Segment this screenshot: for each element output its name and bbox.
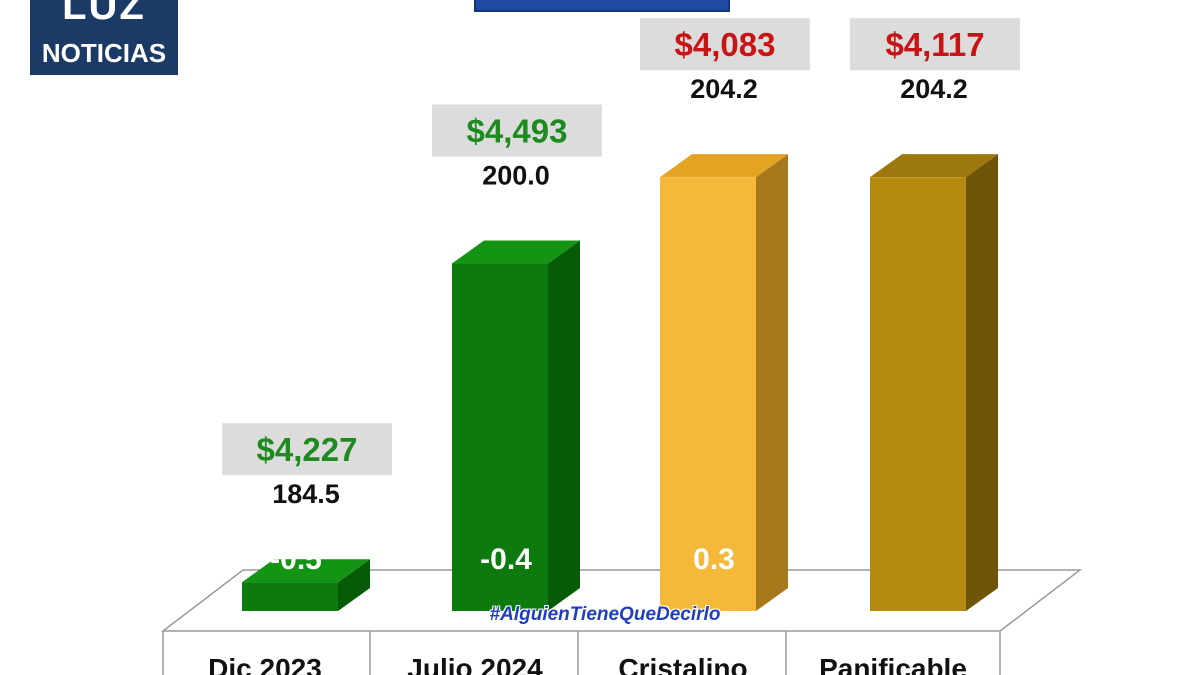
bar-side <box>966 154 998 611</box>
hashtag-watermark: #AlguienTieneQueDecirlo <box>489 604 721 625</box>
bar-side <box>338 559 370 611</box>
value-label: 204.2 <box>900 74 968 104</box>
value-label: 184.5 <box>272 479 340 509</box>
bar-side <box>756 154 788 611</box>
bar-top <box>242 559 370 583</box>
change-label: 0.3 <box>693 543 735 576</box>
price-box <box>432 104 602 157</box>
category-label: Cristalino <box>618 653 747 675</box>
bar <box>452 263 548 611</box>
price-box <box>222 423 392 476</box>
bar <box>870 177 966 611</box>
value-label: 204.2 <box>690 74 758 104</box>
bar-top <box>452 240 580 264</box>
brand-logo <box>30 0 178 75</box>
value-label: 200.0 <box>482 161 550 191</box>
category-label: Julio 2024 <box>407 653 543 675</box>
bar-top <box>660 154 788 178</box>
title-banner <box>474 0 730 12</box>
price-label: $4,227 <box>257 431 358 468</box>
category-label: Dic 2023 <box>208 653 322 675</box>
change-label: -0.4 <box>480 543 532 576</box>
bar-side <box>548 240 580 611</box>
price-box <box>640 18 810 71</box>
price-label: $4,117 <box>885 26 984 63</box>
category-label: Panificable <box>819 653 967 675</box>
price-label: $4,083 <box>675 26 776 63</box>
bar-top <box>870 154 998 178</box>
bar <box>242 582 338 611</box>
chart-floor <box>160 569 1083 632</box>
logo-top-text: LUZ <box>62 0 146 28</box>
price-label: $4,493 <box>467 113 568 150</box>
change-label: -0.5 <box>270 543 322 576</box>
logo-bottom-text: NOTICIAS <box>41 38 167 68</box>
bar <box>660 177 756 611</box>
price-box <box>850 18 1020 71</box>
